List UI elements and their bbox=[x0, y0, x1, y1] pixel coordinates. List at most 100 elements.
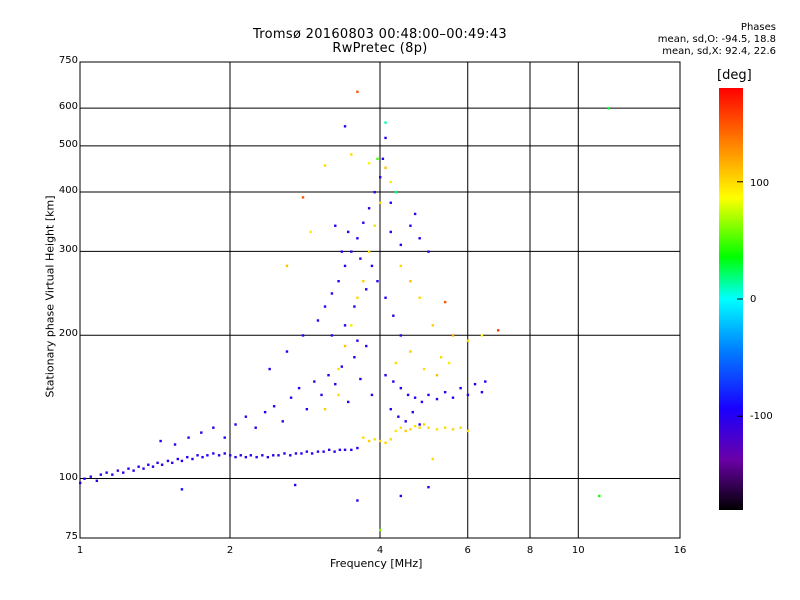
data-point bbox=[370, 393, 374, 397]
data-point bbox=[261, 454, 264, 457]
data-point bbox=[285, 264, 289, 268]
y-tick-label: 75 bbox=[65, 531, 78, 542]
data-point bbox=[443, 390, 447, 394]
data-point bbox=[200, 431, 203, 434]
x-tick-label: 4 bbox=[376, 545, 384, 556]
data-point bbox=[83, 477, 86, 480]
data-point bbox=[399, 426, 403, 429]
data-point bbox=[330, 334, 334, 337]
data-point bbox=[173, 443, 177, 446]
data-point bbox=[310, 452, 314, 455]
data-point bbox=[99, 473, 103, 476]
data-point bbox=[127, 467, 130, 470]
data-point bbox=[277, 454, 280, 457]
data-point bbox=[116, 469, 120, 472]
data-point bbox=[443, 300, 447, 304]
data-point bbox=[607, 107, 610, 110]
data-point bbox=[151, 465, 155, 468]
data-point bbox=[389, 201, 392, 204]
y-tick-label: 500 bbox=[58, 138, 78, 150]
data-point bbox=[316, 450, 320, 453]
data-point bbox=[313, 380, 316, 383]
data-point bbox=[337, 280, 340, 283]
data-point bbox=[187, 436, 190, 439]
data-point bbox=[346, 230, 350, 234]
data-point bbox=[320, 393, 323, 397]
data-point bbox=[333, 450, 336, 453]
data-point bbox=[389, 230, 392, 234]
data-point bbox=[330, 292, 334, 295]
data-point bbox=[413, 212, 417, 216]
colorbar-tick-label: -100 bbox=[750, 411, 773, 422]
data-point bbox=[418, 296, 421, 299]
data-point bbox=[418, 426, 421, 429]
data-point bbox=[322, 450, 325, 453]
data-point bbox=[418, 237, 421, 240]
data-point bbox=[367, 207, 371, 210]
data-point bbox=[439, 356, 443, 359]
data-point bbox=[397, 415, 400, 418]
data-point bbox=[283, 452, 286, 455]
data-point bbox=[418, 423, 421, 426]
data-point bbox=[376, 157, 379, 161]
data-point bbox=[379, 175, 382, 179]
data-point bbox=[394, 361, 398, 365]
data-point bbox=[451, 428, 455, 431]
data-point bbox=[422, 423, 426, 426]
data-point bbox=[427, 485, 430, 489]
data-point bbox=[367, 250, 371, 253]
data-point bbox=[370, 264, 374, 268]
data-point bbox=[356, 499, 359, 502]
x-tick-label: 16 bbox=[673, 545, 687, 556]
data-point bbox=[451, 334, 455, 337]
data-point bbox=[384, 121, 387, 124]
data-point bbox=[362, 221, 365, 224]
data-point bbox=[356, 446, 359, 450]
data-point bbox=[389, 407, 392, 411]
data-point bbox=[459, 426, 462, 429]
data-point bbox=[392, 314, 395, 317]
data-point bbox=[384, 374, 387, 377]
data-point bbox=[176, 457, 180, 461]
data-point bbox=[431, 457, 434, 461]
x-tick-label: 1 bbox=[76, 545, 84, 556]
x-tick-label: 10 bbox=[571, 545, 585, 556]
data-point bbox=[379, 439, 382, 443]
data-point bbox=[473, 382, 477, 386]
stats-line-x: mean, sd,X: 92.4, 22.6 bbox=[662, 46, 776, 57]
chart-subtitle: RwPretec (8p) bbox=[332, 41, 428, 56]
data-point bbox=[384, 166, 387, 169]
data-point bbox=[327, 374, 330, 377]
data-point bbox=[343, 344, 347, 348]
data-point bbox=[217, 454, 221, 457]
data-point bbox=[166, 459, 170, 463]
data-point bbox=[480, 334, 484, 337]
data-point bbox=[431, 324, 434, 327]
data-point bbox=[244, 415, 248, 418]
data-point bbox=[365, 344, 368, 348]
y-tick-label: 600 bbox=[58, 101, 78, 113]
data-point bbox=[316, 319, 320, 322]
data-point bbox=[196, 454, 199, 457]
data-point bbox=[156, 461, 159, 465]
data-point bbox=[323, 407, 327, 411]
stats-line-o: mean, sd,O: -94.5, 18.8 bbox=[657, 34, 776, 45]
data-point bbox=[409, 350, 412, 353]
data-point bbox=[359, 377, 362, 381]
data-point bbox=[356, 90, 359, 93]
data-point bbox=[447, 361, 451, 365]
data-point bbox=[281, 420, 284, 423]
colorbar-tick-label: 100 bbox=[750, 178, 770, 189]
data-point bbox=[338, 448, 342, 452]
y-tick-label: 750 bbox=[58, 55, 78, 66]
data-point bbox=[399, 243, 403, 247]
data-point bbox=[300, 452, 303, 455]
x-tick-label: 6 bbox=[464, 545, 471, 556]
chart-title: Tromsø 20160803 00:48:00–00:49:43 bbox=[252, 27, 508, 42]
data-point bbox=[147, 463, 150, 466]
data-point bbox=[301, 334, 305, 337]
data-point bbox=[413, 424, 417, 428]
data-point bbox=[356, 339, 359, 342]
data-point bbox=[350, 324, 353, 327]
data-point bbox=[413, 396, 417, 399]
